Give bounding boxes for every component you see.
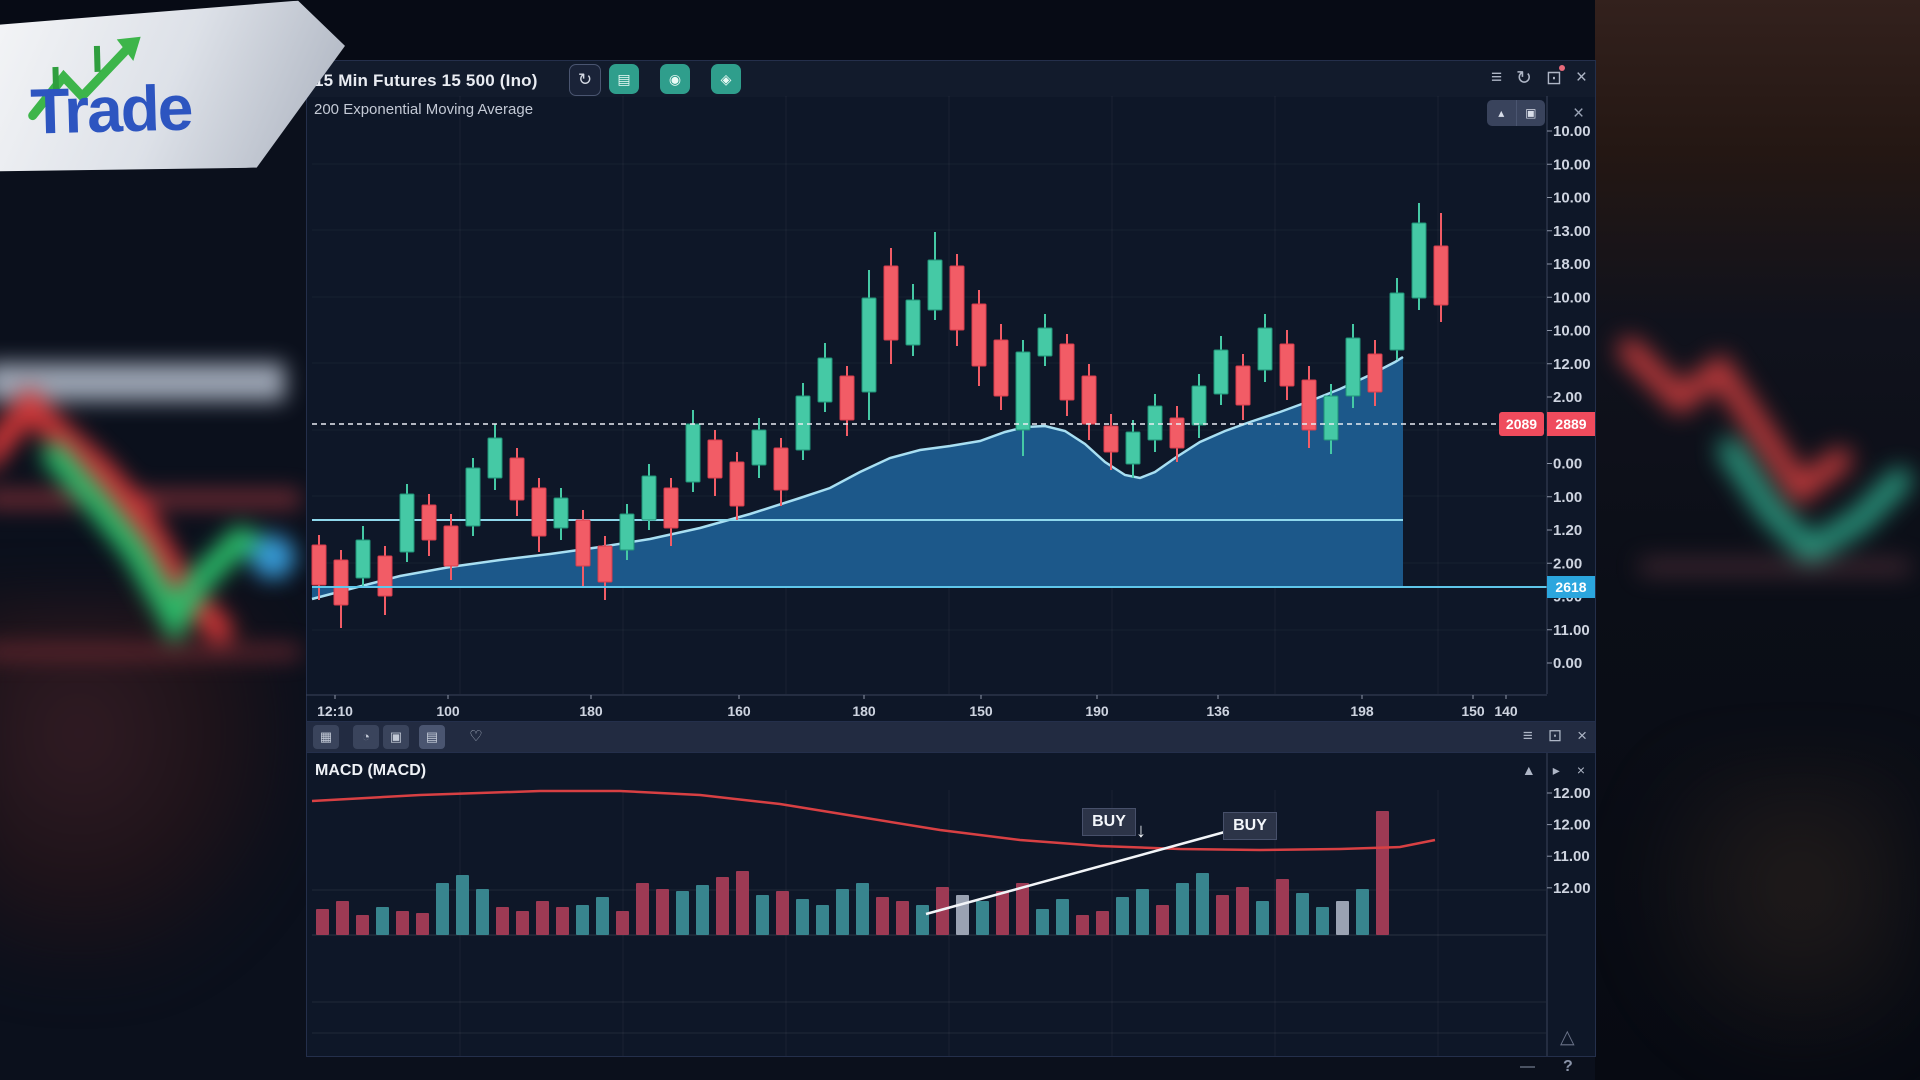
- logo-candle-tick-1: [55, 67, 56, 95]
- blurred-monitor-left: [0, 285, 315, 715]
- share-button[interactable]: ◈: [711, 64, 741, 94]
- symbol-title: 15 Min Futures 15 500 (Ino): [314, 71, 538, 90]
- minimize-icon[interactable]: —: [1520, 1058, 1535, 1075]
- gauge-button[interactable]: ◔: [353, 725, 379, 749]
- macd-menu-icon[interactable]: ≡: [1522, 726, 1533, 745]
- macd-flag-icon[interactable]: ▸: [1552, 762, 1560, 778]
- frame-button[interactable]: ▣: [383, 725, 409, 749]
- snapshot-tool-icon[interactable]: ▣: [1525, 106, 1537, 120]
- macd-panel: MACD (MACD) ▲ ▸ ×: [306, 752, 1596, 1057]
- macd-header-icons: ▲ ▸ ×: [1522, 762, 1585, 779]
- trade-logo: Trade: [0, 0, 348, 175]
- target-icon: ◉: [668, 71, 682, 87]
- macd-title: MACD (MACD): [315, 762, 427, 779]
- macd-close-icon[interactable]: ×: [1577, 726, 1587, 745]
- buy-signal-label-2: BUY: [1223, 812, 1277, 840]
- menu-icon[interactable]: ≡: [1490, 67, 1503, 88]
- buy-arrow-down-icon: ↓: [1136, 820, 1146, 842]
- background-bottom-right-glow: [1620, 760, 1920, 1080]
- chart-tool-pill: ▴ ▣: [1487, 100, 1545, 126]
- price-window-controls: ≡ ↻ ⊡ ×: [1490, 65, 1587, 90]
- layers-button[interactable]: ▤: [609, 64, 639, 94]
- logo-candle-tick-2: [97, 46, 98, 72]
- gauge-icon: ◔: [362, 729, 370, 744]
- blurred-monitor-right: [1610, 290, 1920, 620]
- macd-window-controls: ≡ ⊡ ×: [1523, 726, 1587, 746]
- popout-icon[interactable]: ⊡: [1546, 65, 1565, 90]
- logo-text: Trade: [30, 71, 193, 147]
- frame-icon: ▣: [389, 729, 403, 744]
- indicator-close-icon[interactable]: ×: [1573, 103, 1585, 124]
- rows-icon: ▤: [425, 729, 439, 744]
- macd-close2-icon[interactable]: ×: [1576, 762, 1585, 778]
- help-icon[interactable]: ?: [1563, 1058, 1573, 1075]
- macd-popout-icon[interactable]: ⊡: [1547, 726, 1563, 745]
- indicator-tool-icon[interactable]: ▴: [1487, 100, 1517, 126]
- heart-icon: ♡: [469, 728, 483, 745]
- share-icon: ◈: [720, 71, 732, 87]
- price-axis-badge-red: 2889: [1547, 412, 1595, 436]
- refresh-circle-button[interactable]: ↻: [569, 64, 601, 96]
- favorite-button[interactable]: ♡: [463, 725, 489, 749]
- background-bottom-left-glow: [0, 600, 300, 980]
- macd-pointer-icon[interactable]: ▲: [1521, 762, 1536, 778]
- target-button[interactable]: ◉: [660, 64, 690, 94]
- price-alert-badge[interactable]: 2089: [1499, 412, 1544, 436]
- close-icon[interactable]: ×: [1575, 67, 1587, 88]
- refresh-icon[interactable]: ↻: [1516, 68, 1532, 89]
- price-chart-panel: 15 Min Futures 15 500 (Ino) 200 Exponent…: [306, 60, 1596, 722]
- chart-grid-button[interactable]: ▦: [313, 725, 339, 749]
- price-axis-badge-blue: 2618: [1547, 576, 1595, 598]
- indicator-toolbar: ▦ ◔ ▣ ▤ ♡ ≡ ⊡ ×: [306, 722, 1596, 752]
- notification-dot: [1558, 65, 1565, 71]
- chart-grid-icon: ▦: [319, 729, 333, 744]
- indicator-label: 200 Exponential Moving Average: [314, 101, 534, 118]
- logo-arrow-head: [117, 37, 142, 62]
- buy-signal-label-1: BUY: [1082, 808, 1136, 836]
- warning-triangle-icon[interactable]: △: [1560, 1027, 1575, 1048]
- rows-button[interactable]: ▤: [419, 725, 445, 749]
- logo-plate: Trade: [0, 0, 348, 175]
- logo-arrow-line: [31, 47, 131, 116]
- refresh-circle-icon: ↻: [577, 70, 593, 89]
- layers-icon: ▤: [617, 71, 631, 87]
